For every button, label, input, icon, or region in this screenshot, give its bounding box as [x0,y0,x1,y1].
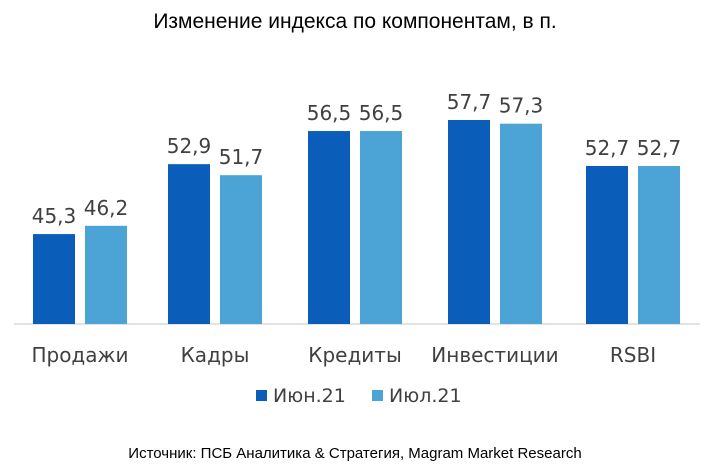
legend-swatch-1 [372,390,383,401]
bar-jul-1 [220,175,262,324]
data-label: 52,7 [585,136,630,160]
chart-title: Изменение индекса по компонентам, в п. [153,10,557,33]
legend-label: Июл.21 [389,385,462,407]
bar-jul-4 [638,166,680,324]
data-label: 46,2 [84,196,129,220]
category-label: Кадры [181,343,250,367]
category-label: Продажи [31,343,128,367]
data-label: 51,7 [219,145,264,169]
bar-jun-2 [308,131,350,324]
legend-label: Июн.21 [273,385,346,407]
data-label: 52,9 [167,134,212,158]
bar-jun-0 [33,234,75,324]
data-label: 56,5 [359,101,404,125]
source-note: Источник: ПСБ Аналитика & Стратегия, Mag… [128,445,582,462]
category-label: RSBI [610,343,656,367]
category-label: Кредиты [308,343,401,367]
category-label: Инвестиции [431,343,558,367]
bar-jun-4 [586,166,628,324]
legend-swatch-0 [256,390,267,401]
data-label: 45,3 [32,204,77,228]
bar-jun-3 [448,120,490,324]
data-label: 57,7 [447,90,492,114]
bar-jul-0 [85,225,127,324]
data-label: 56,5 [307,101,352,125]
data-label: 52,7 [637,136,682,160]
bar-jul-2 [360,131,402,324]
bar-jul-3 [500,123,542,325]
bar-jun-1 [168,164,210,324]
data-label: 57,3 [499,94,544,118]
